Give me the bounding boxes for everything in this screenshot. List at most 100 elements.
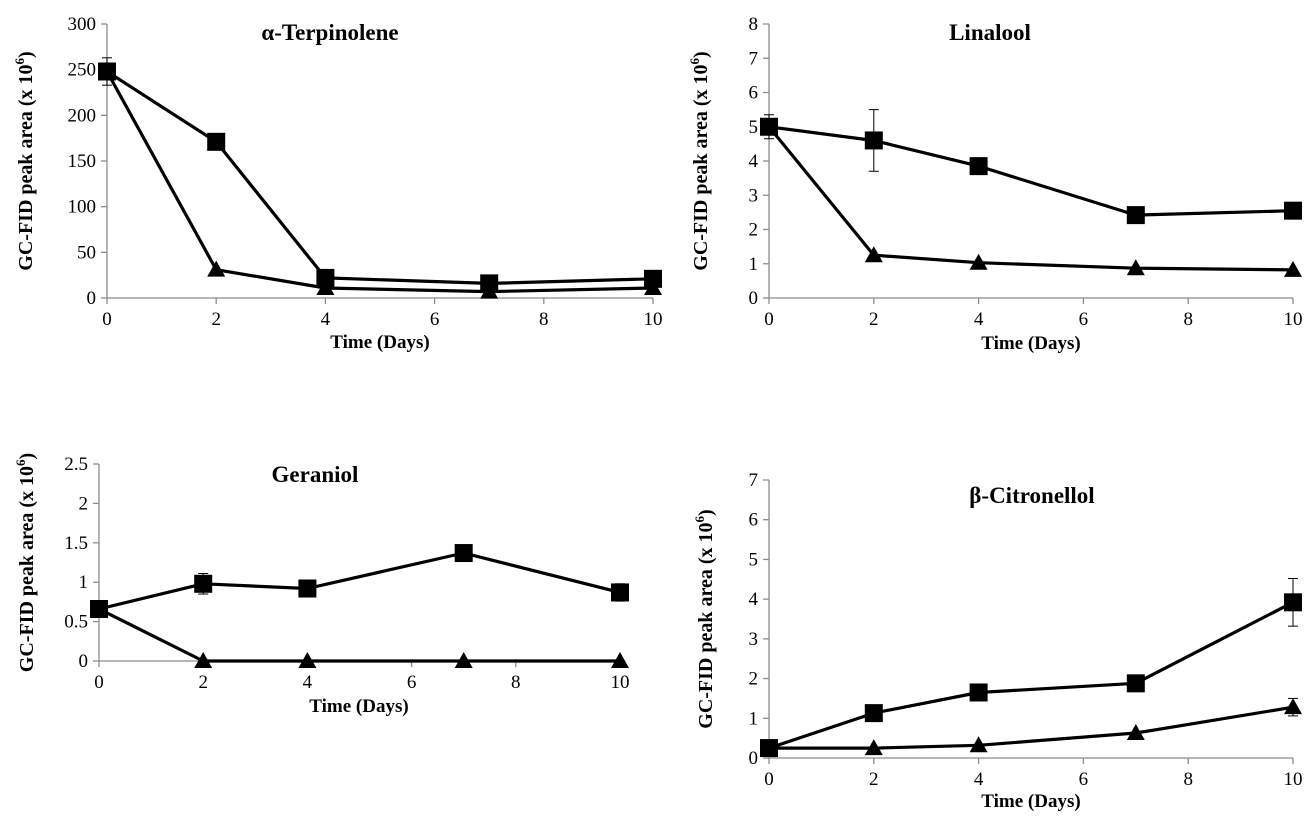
x-tick-label: 8: [1183, 309, 1193, 330]
y-tick-label: 7: [749, 48, 759, 69]
y-axis-label-close: ): [690, 51, 712, 58]
series-line-square: [98, 551, 621, 611]
y-axis-label-text: GC-FID peak area (x 10: [15, 64, 37, 270]
y-tick-label: 6: [749, 510, 759, 531]
data-point-square: [194, 574, 213, 593]
x-axis-label: Time (Days): [330, 332, 429, 353]
data-point-triangle: [1126, 723, 1145, 740]
y-tick-label: 0.5: [64, 612, 88, 633]
y-axis-label-close: ): [15, 51, 37, 58]
chart-panel-1: 0 50 100 150 200 250 300 0 2 4 6 8 10 α-Terpinolene Ti…: [12, 14, 663, 353]
data-point-square: [1126, 206, 1145, 225]
x-tick-label: 8: [539, 309, 549, 330]
data-point-square: [1284, 201, 1302, 220]
y-tick-label: 5: [749, 549, 759, 570]
y-axis-label: GC-FID peak area (x 106): [13, 453, 38, 672]
y-tick-label: 8: [749, 14, 759, 35]
data-point-triangle: [864, 246, 883, 263]
y-tick-label: 300: [68, 14, 97, 35]
x-tick-label: 4: [321, 309, 331, 330]
data-point-triangle: [207, 260, 226, 277]
data-point-square: [316, 268, 335, 287]
x-tick-label: 0: [102, 309, 112, 330]
data-point-square: [864, 704, 883, 723]
chart-title: α-Terpinolene: [261, 20, 398, 45]
x-tick-label: 2: [869, 309, 879, 330]
data-point-triangle: [454, 652, 473, 668]
y-axis-label-superscript: 6: [692, 515, 707, 522]
data-point-triangle: [1126, 259, 1145, 276]
y-axis-label-close: ): [16, 453, 38, 460]
y-axis-label: GC-FID peak area (x 106): [12, 51, 37, 270]
data-point-triangle: [298, 652, 317, 668]
x-tick-label: 6: [1079, 309, 1089, 330]
y-tick-label: 0: [87, 288, 97, 309]
data-point-triangle: [1284, 698, 1302, 715]
y-tick-label: 100: [68, 197, 97, 218]
x-tick-label: 10: [1284, 769, 1303, 790]
series-line-triangle: [98, 607, 620, 663]
data-point-square: [644, 269, 662, 288]
y-tick-label: 6: [749, 83, 759, 104]
x-tick-label: 10: [611, 672, 630, 693]
x-tick-label: 6: [430, 309, 440, 330]
data-point-square: [611, 583, 629, 602]
series-line-square: [106, 70, 654, 285]
data-point-square: [760, 739, 778, 758]
data-point-triangle: [969, 253, 988, 270]
x-tick-label: 6: [407, 672, 417, 693]
x-tick-label: 4: [303, 672, 313, 693]
x-tick-label: 0: [764, 309, 774, 330]
x-tick-label: 0: [764, 769, 774, 790]
y-tick-label: 5: [749, 117, 759, 138]
y-tick-label: 4: [749, 151, 759, 172]
y-axis-label-superscript: 6: [12, 57, 27, 64]
data-point-square: [454, 544, 473, 563]
chart-title: β-Citronellol: [969, 483, 1094, 508]
y-axis-label-superscript: 6: [687, 57, 702, 64]
data-point-square: [864, 131, 883, 150]
y-tick-label: 1: [79, 572, 89, 593]
chart-panel-4: 0 1 2 3 4 5 6 7 0 2 4 6 8 10 β-Citronellol Time (Days) G…: [692, 470, 1303, 812]
y-tick-label: 250: [68, 60, 97, 81]
y-tick-label: 7: [749, 470, 759, 491]
data-point-square: [98, 62, 116, 81]
y-axis-label: GC-FID peak area (x 106): [692, 509, 717, 728]
x-axis-label: Time (Days): [309, 696, 408, 717]
x-tick-label: 4: [974, 769, 984, 790]
x-tick-label: 6: [1079, 769, 1089, 790]
x-tick-label: 4: [974, 309, 984, 330]
x-tick-label: 8: [511, 672, 521, 693]
series-line-square: [768, 600, 1294, 750]
x-axis-label: Time (Days): [981, 333, 1080, 354]
y-tick-label: 1: [749, 254, 759, 275]
y-tick-label: 2: [749, 220, 759, 241]
x-tick-label: 2: [869, 769, 879, 790]
data-point-triangle: [864, 739, 883, 756]
data-point-square: [1126, 674, 1145, 693]
y-axis-label-text: GC-FID peak area (x 10: [695, 522, 717, 728]
data-point-square: [207, 132, 226, 151]
chart-panel-3: 0 0.5 1 1.5 2 2.5 0 2 4 6 8 10 Geraniol Time (Days) GC…: [13, 453, 630, 717]
series-line-triangle: [105, 70, 654, 294]
y-tick-label: 200: [68, 105, 97, 126]
chart-title: Linalool: [949, 20, 1031, 45]
y-tick-label: 3: [749, 629, 759, 650]
y-tick-label: 150: [68, 151, 97, 172]
x-tick-label: 10: [644, 309, 663, 330]
data-point-square: [969, 683, 988, 702]
y-axis-label-close: ): [695, 509, 717, 516]
data-point-triangle: [969, 736, 988, 753]
series-line-triangle: [767, 125, 1294, 272]
chart-panel-2: 0 1 2 3 4 5 6 7 8 0 2 4 6 8 10 Linalool Time (Days) GC-FI…: [687, 14, 1303, 354]
data-point-square: [969, 157, 988, 176]
data-point-triangle: [611, 652, 629, 668]
x-tick-label: 2: [198, 672, 208, 693]
data-point-square: [480, 274, 499, 293]
y-tick-label: 2: [749, 669, 759, 690]
data-point-triangle: [194, 652, 213, 668]
y-tick-label: 1.5: [64, 533, 88, 554]
data-point-square: [298, 579, 317, 598]
x-tick-label: 2: [211, 309, 221, 330]
